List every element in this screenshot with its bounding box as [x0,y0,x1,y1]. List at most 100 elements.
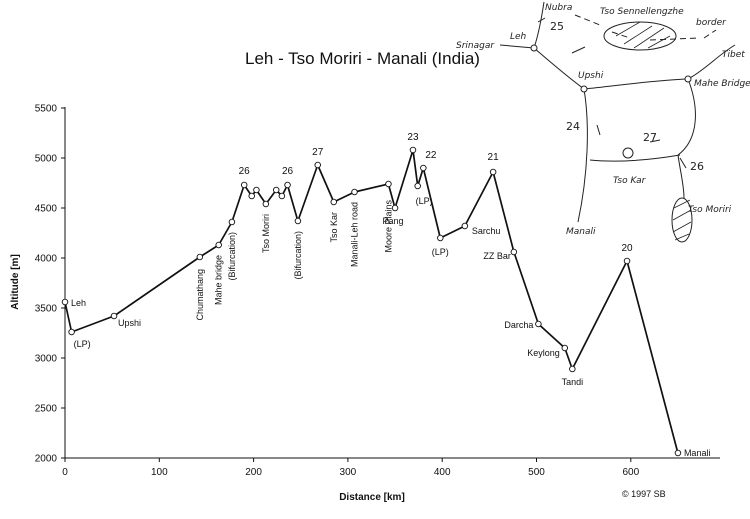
point-label: Keylong [527,348,560,358]
data-point [510,248,518,256]
map-label-tibet: Tibet [722,50,745,60]
data-point [262,200,270,208]
map-label-mahe-bridge: Mahe Bridge [694,79,750,89]
x-tick-label: 300 [340,467,357,478]
y-tick-label: 3000 [35,354,58,365]
point-label: Tso Kar [329,212,339,243]
map-town-leh [530,44,538,52]
map-road-leh-upshi [533,47,585,90]
map-pass-26: 26 [690,160,704,173]
data-point [489,168,497,176]
point-label: 23 [407,132,419,143]
map-label-nubra: Nubra [545,3,572,13]
point-label: Manali [684,448,711,458]
point-label: 22 [425,150,437,161]
data-point [461,222,469,230]
map-lake-tsomoriri [671,197,693,243]
map-pass-27: 27 [643,131,657,144]
data-point [110,312,118,320]
data-point [330,198,338,206]
map-label-srinagar: Srinagar [456,41,495,51]
y-axis-label: Altitude [m] [10,254,21,310]
y-tick-label: 2000 [35,454,58,465]
route-map-sketch [499,1,736,243]
x-tick-label: 0 [62,467,68,478]
data-point [535,320,542,328]
map-label-leh: Leh [510,32,527,42]
data-point [561,344,569,352]
data-point [391,204,399,212]
map-road-leh-nubra [533,1,545,49]
data-point [215,241,222,249]
data-point [351,188,358,196]
map-label-manali: Manali [566,227,596,237]
data-point [385,180,392,188]
data-point [674,449,682,457]
map-road-tibet [687,44,736,80]
data-point [314,161,321,169]
map-label-border: border [696,18,727,28]
map-road-upshi-manali [577,88,588,223]
point-label: Upshi [118,318,141,328]
y-tick-label: 5000 [35,154,58,165]
map-lake-pangong-hatch [615,21,671,49]
point-label: (LP) [416,196,433,206]
y-axis-ticks: 2000 2500 3000 3500 4000 4500 5000 5500 [35,104,65,465]
data-point [248,192,255,200]
point-label: ZZ Bar [483,251,511,261]
series-line-altitude [64,149,679,454]
map-label-tso-sennellengzhe: Tso Sennellengzhe [600,7,684,17]
data-point [414,182,421,190]
point-label: (LP) [74,339,91,349]
point-label: Darcha [504,320,533,330]
map-road-leh-srinagar [499,44,535,49]
point-label: 21 [488,152,500,163]
point-label: (Bifurcation) [293,231,303,280]
data-point [272,186,280,194]
point-label: Tso Moriri [261,214,271,253]
y-tick-label: 2500 [35,404,58,415]
map-road-tsokar [589,154,681,162]
map-town-mahe [684,75,692,83]
map-label-upshi: Upshi [578,71,604,81]
x-axis-label: Distance [km] [339,492,405,503]
point-label: Moore Plains [383,200,393,253]
y-tick-label: 5500 [35,104,58,115]
data-point [420,164,427,172]
x-tick-label: 200 [245,467,262,478]
x-tick-label: 500 [528,467,545,478]
data-point [437,234,444,242]
y-tick-label: 3500 [35,304,58,315]
point-label: Chumathang [195,269,205,321]
map-pass-mark [537,17,687,169]
point-label: (LP) [432,247,449,257]
map-lake-pangong [603,21,677,51]
map-lake-tsokar [622,147,634,159]
data-point [253,186,260,194]
point-label: Leh [71,298,86,308]
point-label: 26 [239,166,251,177]
map-town-upshi [580,85,588,93]
point-label: Tandi [562,377,584,387]
data-point [61,298,69,306]
data-point [623,257,631,265]
data-point [409,146,417,154]
map-pass-24: 24 [566,120,580,133]
data-point [569,365,576,373]
map-labels: Nubra Leh Srinagar Tso Sennellengzhe bor… [456,3,750,237]
map-road-upshi-mahe [583,78,689,90]
map-label-tsokar: Tso Kar [613,176,647,186]
point-label: Manali-Leh road [350,202,360,267]
point-label: 27 [312,147,324,158]
point-label: 20 [621,243,633,254]
map-road-moriri [677,154,685,199]
y-tick-label: 4000 [35,254,58,265]
data-point [284,181,291,189]
data-point [228,218,236,226]
map-pass-25: 25 [550,20,564,33]
data-point-markers [61,146,682,457]
data-point [240,181,248,189]
data-point [278,192,286,200]
